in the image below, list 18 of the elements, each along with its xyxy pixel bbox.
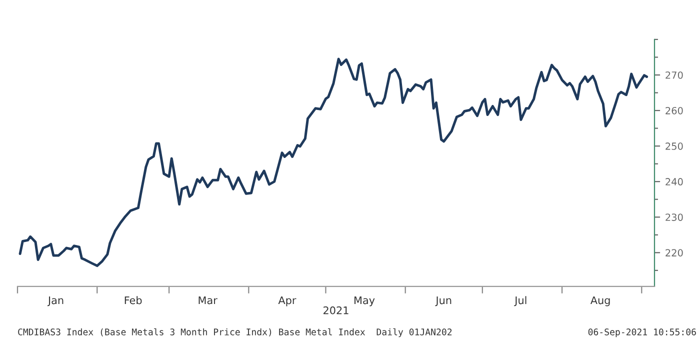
y-tick-label: 220 — [666, 249, 683, 256]
y-tick-label: 230 — [666, 214, 683, 221]
x-tick-label: Jul — [514, 296, 526, 306]
x-tick-label: Aug — [590, 296, 610, 306]
x-tick-label: Jun — [435, 296, 452, 306]
text: 06-Sep-2021 10:55:06 — [588, 328, 696, 338]
x-tick-label: Apr — [278, 296, 296, 306]
y-tick-label: 250 — [666, 142, 683, 150]
line-series — [18, 58, 648, 268]
text: CMDIBAS3 Index (Base Metals 3 Month Price Indx) Base Metal Index Daily 01JAN202 — [18, 328, 452, 338]
x-tick-label: Feb — [124, 296, 142, 304]
x-axis-title: 2021 — [324, 306, 348, 314]
x-tick-label: May — [354, 296, 375, 306]
y-tick-label: 260 — [666, 106, 683, 114]
x-tick-label: Jan — [47, 296, 64, 306]
y-tick-label: 240 — [666, 178, 683, 186]
y-tick-label: 270 — [666, 71, 683, 79]
x-tick-label: Mar — [198, 296, 218, 304]
